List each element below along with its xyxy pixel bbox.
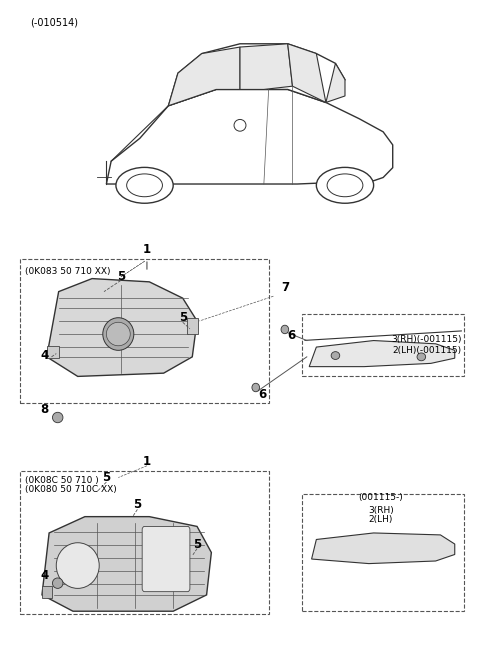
Text: 1: 1 (143, 455, 151, 468)
Text: (001115-): (001115-) (359, 493, 403, 502)
Text: 5: 5 (117, 270, 125, 283)
PathPatch shape (168, 44, 345, 105)
Text: 4: 4 (40, 569, 48, 582)
PathPatch shape (168, 47, 240, 105)
FancyBboxPatch shape (47, 346, 59, 358)
Ellipse shape (107, 322, 130, 346)
Ellipse shape (281, 326, 288, 333)
FancyBboxPatch shape (42, 586, 52, 598)
PathPatch shape (240, 44, 292, 90)
Text: 4: 4 (40, 349, 48, 362)
Ellipse shape (234, 119, 246, 131)
Ellipse shape (52, 412, 63, 422)
PathPatch shape (107, 90, 393, 184)
Ellipse shape (103, 318, 134, 350)
Text: 3(RH): 3(RH) (368, 506, 394, 515)
Text: 5: 5 (179, 311, 187, 324)
Ellipse shape (52, 578, 63, 588)
Text: (0K080 50 710C XX): (0K080 50 710C XX) (25, 485, 117, 495)
Text: 1: 1 (143, 243, 151, 255)
PathPatch shape (309, 341, 455, 367)
Text: 5: 5 (193, 538, 201, 551)
Ellipse shape (327, 174, 363, 196)
Ellipse shape (331, 352, 340, 360)
Text: 5: 5 (102, 471, 110, 484)
Ellipse shape (417, 353, 426, 361)
PathPatch shape (326, 64, 345, 102)
Text: 2(LH)(-001115): 2(LH)(-001115) (393, 346, 462, 356)
Text: 2(LH): 2(LH) (369, 515, 393, 525)
PathPatch shape (312, 533, 455, 563)
FancyBboxPatch shape (187, 318, 199, 334)
Text: 8: 8 (40, 403, 48, 416)
PathPatch shape (42, 517, 211, 611)
Text: (0K08C 50 710 ): (0K08C 50 710 ) (25, 476, 99, 485)
PathPatch shape (288, 44, 326, 102)
Text: (0K083 50 710 XX): (0K083 50 710 XX) (25, 267, 111, 276)
FancyBboxPatch shape (142, 527, 190, 591)
Text: 5: 5 (133, 498, 142, 512)
Ellipse shape (116, 168, 173, 203)
Ellipse shape (127, 174, 162, 196)
Text: 7: 7 (281, 280, 289, 293)
Ellipse shape (316, 168, 373, 203)
PathPatch shape (47, 278, 197, 377)
Text: (-010514): (-010514) (30, 18, 78, 28)
Ellipse shape (56, 543, 99, 588)
Text: 6: 6 (288, 329, 296, 343)
Text: 6: 6 (258, 388, 266, 400)
Text: 3(RH)(-001115): 3(RH)(-001115) (391, 335, 462, 344)
Ellipse shape (252, 383, 260, 392)
